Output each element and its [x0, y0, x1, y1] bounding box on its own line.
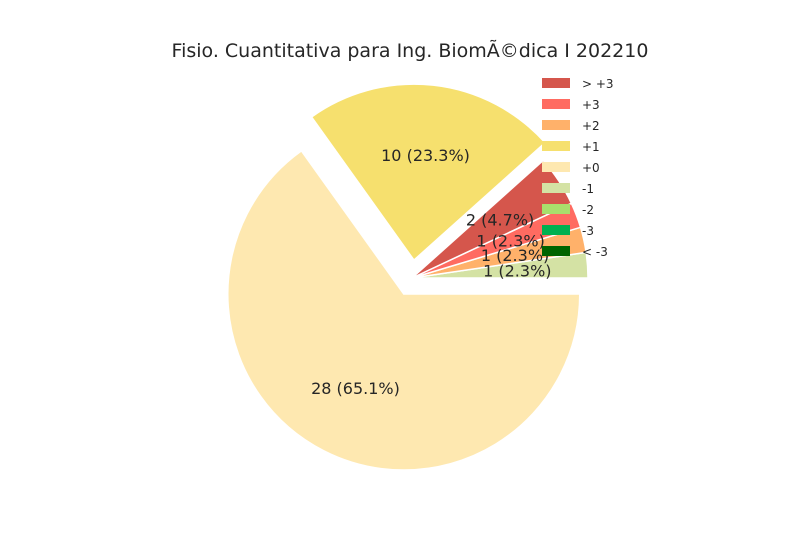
legend-label-8: < -3: [582, 245, 608, 259]
legend-swatch-3: [542, 141, 570, 151]
legend-label-1: +3: [582, 98, 600, 112]
legend-label-6: -2: [582, 203, 594, 217]
legend-label-0: > +3: [582, 77, 614, 91]
legend-swatch-5: [542, 183, 570, 193]
legend-label-3: +1: [582, 140, 600, 154]
legend-swatch-6: [542, 204, 570, 214]
legend-swatch-4: [542, 162, 570, 172]
pie-slice-4: [310, 83, 547, 262]
legend-label-4: +0: [582, 161, 600, 175]
slice-label-0: 1 (2.3%): [483, 261, 551, 280]
slice-label-5: 28 (65.1%): [311, 379, 400, 398]
legend-swatch-1: [542, 99, 570, 109]
legend-label-2: +2: [582, 119, 600, 133]
slice-label-1: 1 (2.3%): [481, 246, 549, 265]
pie-slice-3: [411, 159, 573, 279]
chart-title: Fisio. Cuantitativa para Ing. BiomÃ©dica…: [172, 39, 649, 62]
chart-legend: > +3 +3 +2 +1 +0 -1 -2 -3 < -3: [542, 77, 614, 259]
legend-label-7: -3: [582, 224, 594, 238]
legend-swatch-8: [542, 246, 570, 256]
legend-swatch-2: [542, 120, 570, 130]
legend-swatch-0: [542, 78, 570, 88]
slice-label-2: 1 (2.3%): [476, 231, 544, 250]
legend-swatch-7: [542, 225, 570, 235]
legend-label-5: -1: [582, 182, 594, 196]
slice-label-4: 10 (23.3%): [381, 146, 470, 165]
pie-slices: [227, 83, 589, 471]
slice-label-3: 2 (4.7%): [466, 211, 534, 230]
pie-slice-5: [227, 149, 581, 471]
slice-labels: 1 (2.3%)1 (2.3%)1 (2.3%)2 (4.7%)10 (23.3…: [311, 146, 551, 398]
